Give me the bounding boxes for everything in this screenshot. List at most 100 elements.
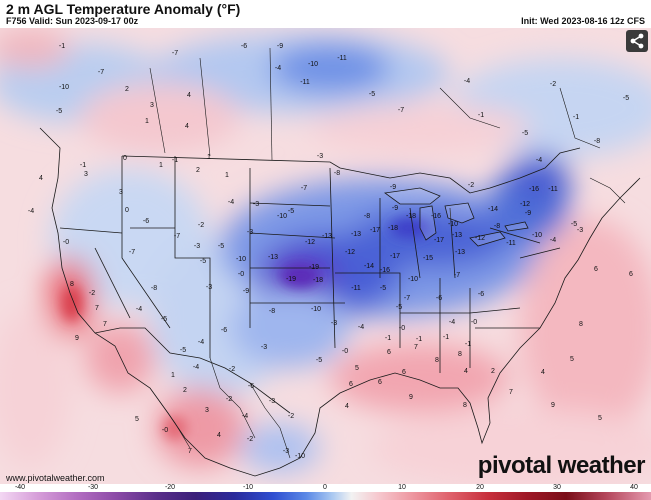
anomaly-value-label: -3 bbox=[269, 398, 275, 405]
anomaly-value-label: -7 bbox=[404, 295, 410, 302]
anomaly-value-label: 6 bbox=[378, 379, 382, 386]
anomaly-value-label: -9 bbox=[390, 184, 396, 191]
mexico-states bbox=[149, 357, 291, 459]
anomaly-value-label: -18 bbox=[388, 225, 398, 232]
anomaly-value-label: -4 bbox=[228, 199, 234, 206]
colorbar-tick: -20 bbox=[164, 484, 176, 491]
anomaly-cores bbox=[62, 218, 430, 440]
anomaly-value-label: -6 bbox=[436, 295, 442, 302]
anomaly-value-label: 5 bbox=[570, 356, 574, 363]
anomaly-value-label: 4 bbox=[39, 175, 43, 182]
anomaly-value-label: -0 bbox=[342, 348, 348, 355]
anomaly-value-label: -3 bbox=[317, 153, 323, 160]
anomaly-value-label: -10 bbox=[408, 276, 418, 283]
anomaly-value-label: -10 bbox=[59, 84, 69, 91]
anomaly-value-label: -4 bbox=[536, 157, 542, 164]
anomaly-value-label: 5 bbox=[355, 365, 359, 372]
anomaly-value-label: -5 bbox=[56, 108, 62, 115]
anomaly-value-label: 5 bbox=[598, 415, 602, 422]
anomaly-value-label: 1 bbox=[225, 172, 229, 179]
anomaly-value-label: -17 bbox=[390, 253, 400, 260]
anomaly-value-label: -9 bbox=[525, 210, 531, 217]
anomaly-value-label: -7 bbox=[454, 272, 460, 279]
anomaly-value-label: -11 bbox=[300, 79, 310, 86]
anomaly-value-label: -5 bbox=[161, 316, 167, 323]
anomaly-value-label: 6 bbox=[349, 381, 353, 388]
anomaly-value-label: -1 bbox=[573, 114, 579, 121]
anomaly-value-label: -8 bbox=[594, 138, 600, 145]
colorbar-tick: -40 bbox=[14, 484, 26, 491]
anomaly-value-label: -4 bbox=[136, 306, 142, 313]
anomaly-value-label: 1 bbox=[159, 162, 163, 169]
anomaly-value-label: -10 bbox=[295, 453, 305, 460]
anomaly-value-label: -3 bbox=[206, 284, 212, 291]
anomaly-value-label: 5 bbox=[135, 416, 139, 423]
anomaly-value-label: -1 bbox=[59, 43, 65, 50]
anomaly-value-label: 0 bbox=[123, 155, 127, 162]
anomaly-value-label: -11 bbox=[506, 240, 516, 247]
great-lakes bbox=[383, 187, 529, 247]
colorbar-tick: 20 bbox=[476, 484, 484, 491]
anomaly-value-label: 2 bbox=[125, 86, 129, 93]
anomaly-value-label: -13 bbox=[268, 254, 278, 261]
anomaly-value-label: -4 bbox=[193, 364, 199, 371]
anomaly-value-label: 4 bbox=[464, 368, 468, 375]
anomaly-value-label: -7 bbox=[398, 107, 404, 114]
anomaly-map[interactable]: -1 -7 -10 -5 -7 -6 -9 -11 -10 -11 -4 -5 -7 -4 -1 -2 -5 -1… bbox=[0, 28, 651, 484]
anomaly-value-label: -4 bbox=[449, 319, 455, 326]
anomaly-value-label: -1 bbox=[443, 334, 449, 341]
anomaly-value-label: -8 bbox=[364, 213, 370, 220]
anomaly-value-label: -6 bbox=[143, 218, 149, 225]
anomaly-value-label: -4 bbox=[464, 78, 470, 85]
anomaly-value-label: -1 bbox=[80, 162, 86, 169]
anomaly-value-label: 1 bbox=[145, 118, 149, 125]
borders bbox=[39, 127, 641, 477]
anomaly-value-label: 7 bbox=[414, 344, 418, 351]
anomaly-value-label: 4 bbox=[345, 403, 349, 410]
anomaly-value-label: -0 bbox=[63, 239, 69, 246]
anomaly-value-label: -0 bbox=[471, 319, 477, 326]
anomaly-value-label: -3 bbox=[283, 448, 289, 455]
website-credit: www.pivotalweather.com bbox=[6, 473, 105, 483]
anomaly-value-label: -17 bbox=[434, 237, 444, 244]
anomaly-value-label: -5 bbox=[288, 208, 294, 215]
anomaly-value-label: 3 bbox=[119, 189, 123, 196]
anomaly-value-label: -3 bbox=[194, 243, 200, 250]
anomaly-value-label: -7 bbox=[174, 233, 180, 240]
anomaly-value-label: 3 bbox=[205, 407, 209, 414]
anomaly-value-label: -4 bbox=[550, 237, 556, 244]
anomaly-value-label: 6 bbox=[594, 266, 598, 273]
anomaly-value-label: -5 bbox=[369, 91, 375, 98]
anomaly-value-label: 3 bbox=[150, 102, 154, 109]
anomaly-value-label: 2 bbox=[196, 167, 200, 174]
colorbar-ticks: -40 -30 -20 -10 0 10 20 30 40 bbox=[0, 484, 651, 492]
anomaly-value-label: -1 bbox=[465, 341, 471, 348]
anomaly-value-label: 7 bbox=[103, 321, 107, 328]
map-header: 2 m AGL Temperature Anomaly (°F) F756 Va… bbox=[0, 0, 651, 28]
colorbar: -40 -30 -20 -10 0 10 20 30 40 bbox=[0, 484, 651, 500]
anomaly-value-label: -0 bbox=[238, 271, 244, 278]
anomaly-value-label: -7 bbox=[129, 249, 135, 256]
anomaly-value-label: 8 bbox=[463, 402, 467, 409]
anomaly-value-label: -10 bbox=[308, 61, 318, 68]
anomaly-value-label: -5 bbox=[380, 285, 386, 292]
share-icon bbox=[630, 33, 644, 49]
anomaly-value-label: -8 bbox=[151, 285, 157, 292]
anomaly-value-label: -13 bbox=[452, 232, 462, 239]
valid-time: F756 Valid: Sun 2023-09-17 00z bbox=[6, 16, 139, 26]
anomaly-value-label: -19 bbox=[309, 264, 319, 271]
anomaly-value-label: -5 bbox=[522, 130, 528, 137]
anomaly-value-label: -14 bbox=[488, 206, 498, 213]
anomaly-value-label: 0 bbox=[125, 207, 129, 214]
anomaly-value-label: -15 bbox=[423, 255, 433, 262]
anomaly-value-label: -9 bbox=[277, 43, 283, 50]
share-button[interactable] bbox=[626, 30, 648, 52]
map-title: 2 m AGL Temperature Anomaly (°F) bbox=[6, 1, 241, 17]
anomaly-value-label: 8 bbox=[579, 321, 583, 328]
colorbar-tick: 0 bbox=[323, 484, 327, 491]
anomaly-value-label: -7 bbox=[98, 69, 104, 76]
colorbar-gradient bbox=[0, 492, 651, 500]
anomaly-value-label: -2 bbox=[247, 436, 253, 443]
anomaly-value-label: -7 bbox=[172, 50, 178, 57]
anomaly-value-label: -12 bbox=[305, 239, 315, 246]
